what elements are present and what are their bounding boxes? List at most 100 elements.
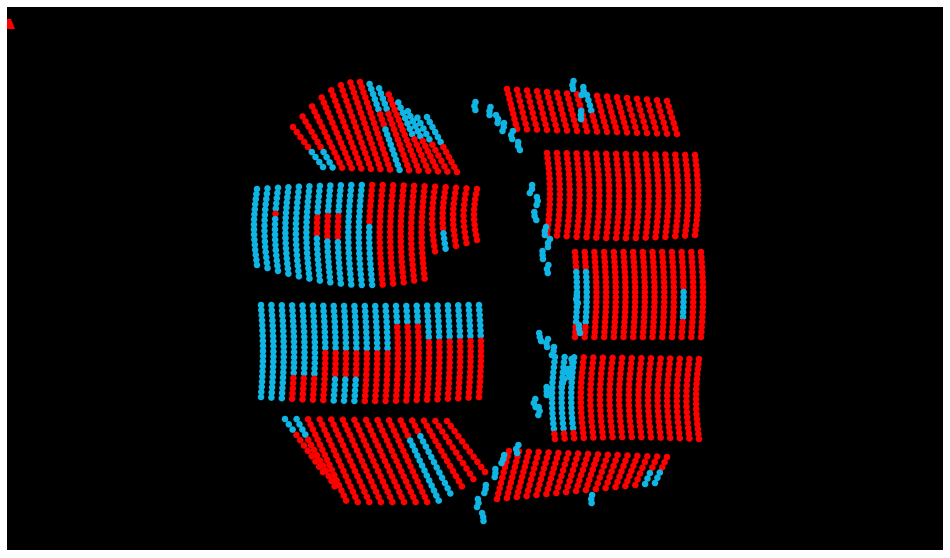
seat-dot <box>419 137 427 145</box>
seat-dot <box>548 384 556 392</box>
seat-dot <box>334 233 342 241</box>
seat-dot <box>306 275 313 282</box>
seat-dot <box>615 203 623 210</box>
seat-dot <box>310 375 318 383</box>
seat-dot <box>635 381 643 388</box>
seat-dot <box>605 187 613 194</box>
seat-dot <box>612 283 619 291</box>
seat-dot <box>351 307 359 315</box>
seat-dot <box>342 149 349 157</box>
seat-dot <box>688 333 695 341</box>
seat-dot <box>297 133 304 141</box>
seat-dot <box>285 184 292 191</box>
seat-dot <box>569 363 576 371</box>
seat-dot <box>410 182 418 190</box>
seating-plot-canvas <box>7 7 943 550</box>
seat-dot <box>476 388 483 396</box>
seat-dot <box>449 444 457 451</box>
seat-dot <box>419 208 426 216</box>
seat-dot <box>359 114 367 122</box>
seat-dot <box>583 298 590 306</box>
seat-dot <box>270 358 277 365</box>
seat-dot <box>615 187 623 194</box>
seat-dot <box>683 398 690 405</box>
seat-dot <box>326 273 334 281</box>
seat-dot <box>549 470 556 477</box>
seat-dot <box>513 86 521 94</box>
seat-dot <box>553 489 560 497</box>
seat-dot <box>625 381 633 388</box>
seat-dot <box>676 355 684 363</box>
seat-dot <box>611 318 619 326</box>
seat-dot <box>366 239 373 247</box>
seat-dot <box>600 118 608 125</box>
seat-dot <box>408 214 415 221</box>
seat-dot <box>269 378 276 386</box>
seat-dot <box>618 354 626 362</box>
seat-dot <box>550 364 558 371</box>
seat-dot <box>373 344 381 352</box>
seat-dot <box>441 240 449 247</box>
seat-dot <box>578 419 586 427</box>
seat-dot <box>253 190 260 198</box>
seat-dot <box>622 482 629 490</box>
seat-dot <box>628 354 636 362</box>
seat-dot <box>694 181 702 189</box>
seat-dot <box>591 258 599 266</box>
seat-dot <box>611 323 618 331</box>
seat-dot <box>455 307 462 314</box>
seat-dot <box>353 355 360 363</box>
seat-dot <box>678 333 685 341</box>
seat-dot <box>342 376 349 384</box>
seat-dot <box>549 379 556 386</box>
seat-dot <box>387 223 394 230</box>
seat-dot <box>579 364 586 371</box>
seat-dot <box>698 323 705 331</box>
seat-dot <box>608 428 616 436</box>
seat-dot <box>345 244 352 252</box>
seat-dot <box>553 454 561 462</box>
seat-dot <box>332 349 340 357</box>
seat-dot <box>385 110 392 118</box>
seat-dot <box>373 360 381 368</box>
seat-dot <box>582 318 589 326</box>
seat-dot <box>669 323 676 331</box>
seat-dot <box>394 339 402 347</box>
seat-dot <box>602 268 609 276</box>
seat-dot <box>477 463 485 471</box>
seat-dot <box>332 339 339 347</box>
seat-dot <box>340 397 348 405</box>
seat-dot <box>655 192 662 200</box>
seat-dot <box>372 392 379 400</box>
seat-dot <box>300 380 307 387</box>
seat-dot <box>397 243 405 250</box>
seat-dot <box>658 464 666 471</box>
seat-dot <box>425 375 432 383</box>
seat-dot <box>268 394 275 401</box>
seat-dot <box>395 437 402 445</box>
seat-dot <box>272 246 280 254</box>
seat-dot <box>669 258 676 266</box>
seat-dot <box>602 298 610 306</box>
seat-dot <box>456 343 464 350</box>
seat-dot <box>466 322 474 330</box>
seat-dot <box>313 219 321 226</box>
seat-dot <box>384 355 391 363</box>
seat-dot <box>642 151 649 158</box>
seat-dot <box>330 447 338 454</box>
seat-dot <box>626 412 633 420</box>
seat-dot <box>321 323 328 331</box>
seat-dot <box>659 258 667 266</box>
seat-dot <box>692 390 700 398</box>
seat-dot <box>698 253 705 261</box>
seat-dot <box>582 313 590 321</box>
seat-dot <box>627 423 634 430</box>
seat-dot <box>573 127 581 135</box>
seat-dot <box>331 381 339 389</box>
seat-dot <box>586 186 593 194</box>
seat-dot <box>615 182 623 189</box>
seat-dot <box>323 153 330 161</box>
seat-dot <box>652 151 659 158</box>
seat-dot <box>618 109 625 116</box>
seat-dot <box>420 265 427 272</box>
